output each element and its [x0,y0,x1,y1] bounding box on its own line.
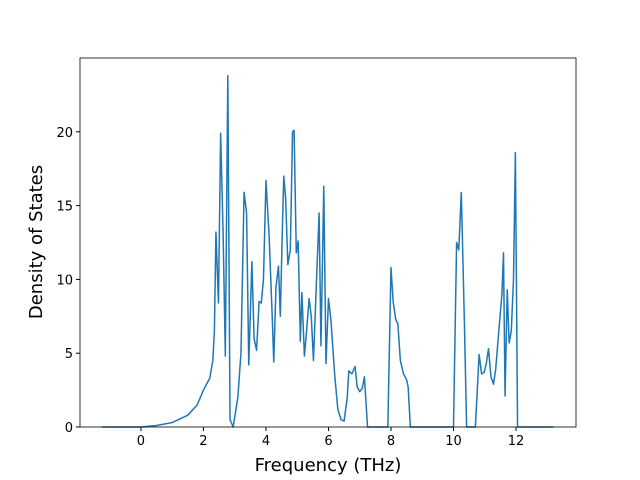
x-tick-label: 0 [137,434,145,449]
y-axis-label: Density of States [26,165,47,319]
y-tick-label: 20 [56,126,73,141]
y-tick-label: 15 [56,200,73,215]
y-tick-label: 5 [65,347,73,362]
y-tick-label: 10 [56,273,73,288]
x-tick-label: 10 [445,434,462,449]
x-tick-label: 2 [199,434,207,449]
y-tick-label: 0 [65,421,73,436]
line [101,74,554,428]
x-tick-label: 6 [324,434,332,449]
plot-frame [79,57,577,428]
x-tick-label: 8 [387,434,395,449]
x-axis-label: Frequency (THz) [255,455,402,476]
x-tick-label: 12 [508,434,525,449]
x-tick-label: 4 [262,434,270,449]
